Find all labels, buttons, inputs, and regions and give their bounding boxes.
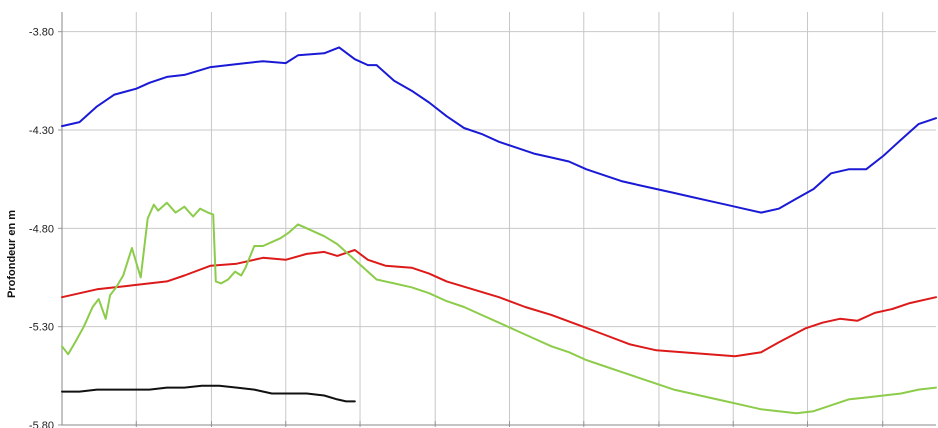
series-line-1 <box>61 46 937 214</box>
y-tick-label: -5.80 <box>29 420 54 428</box>
grid-layer <box>62 12 936 426</box>
series-line-2 <box>61 249 937 358</box>
y-tick-label: -3.80 <box>29 27 54 39</box>
axis-layer: -3.80 -4.30 -4.80 -5.30 -5.80 <box>29 12 936 428</box>
series-line-4 <box>61 384 356 403</box>
series-line-3 <box>61 201 937 415</box>
y-tick-label: -4.80 <box>29 223 54 235</box>
y-axis-title: Profondeur en m <box>6 210 18 298</box>
series-layer <box>61 46 937 415</box>
y-tick-label: -4.30 <box>29 125 54 137</box>
y-tick-label: -5.30 <box>29 322 54 334</box>
